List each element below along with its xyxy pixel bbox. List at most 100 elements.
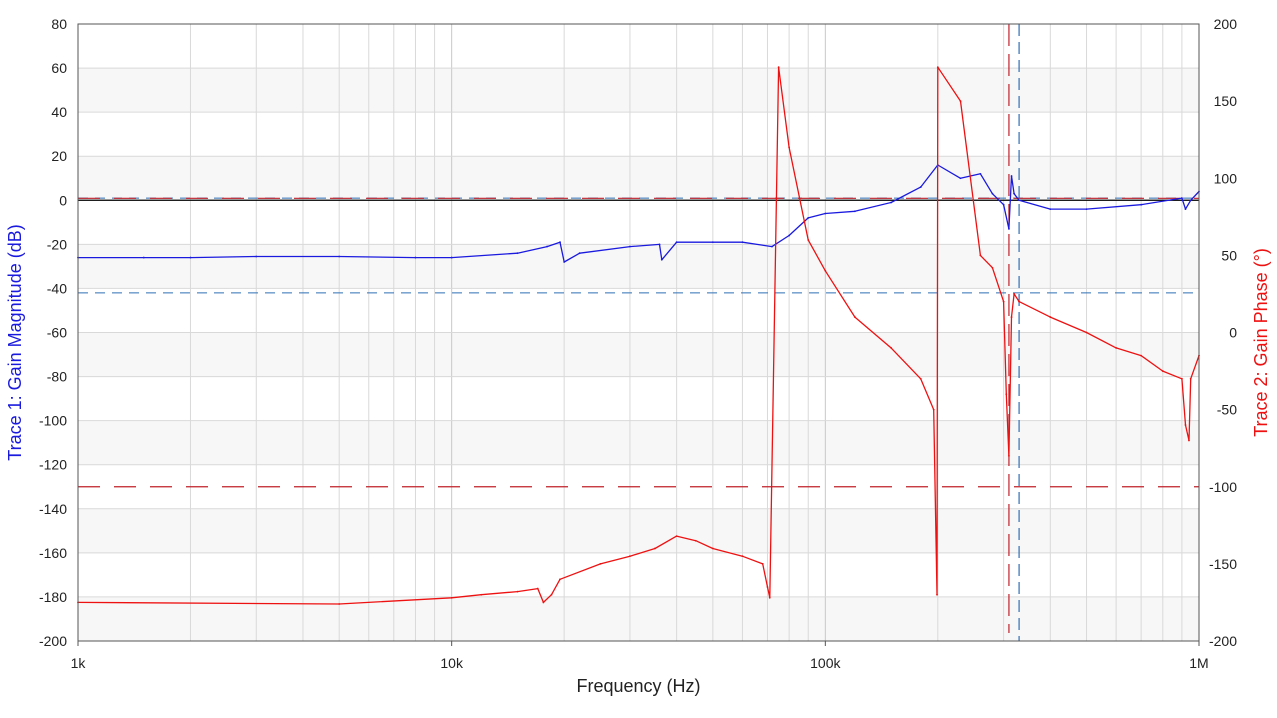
background-band (78, 596, 1199, 641)
x-tick-label: 1M (1189, 655, 1208, 671)
magnitude-point (890, 201, 893, 204)
plot-frame (77, 23, 1200, 642)
magnitude-point (788, 234, 791, 237)
magnitude-point (1002, 203, 1005, 206)
background-band (78, 332, 1199, 377)
phase-point (766, 586, 769, 588)
y-left-tick-label: -80 (47, 369, 67, 385)
phase-point (1013, 293, 1015, 295)
background-band (78, 68, 1199, 113)
magnitude-point (1018, 199, 1020, 202)
magnitude-point (1013, 192, 1015, 195)
magnitude-point (1140, 203, 1143, 206)
background-band (78, 156, 1199, 201)
background-band (78, 420, 1199, 465)
phase-point (1181, 377, 1183, 380)
magnitude-point (741, 241, 744, 244)
phase-point (536, 587, 539, 590)
phase-point (1161, 370, 1164, 372)
y-left-axis-title: Trace 1: Gain Magnitude (dB) (5, 224, 25, 460)
reference-lines (78, 24, 1199, 641)
phase-point (741, 555, 744, 558)
phase-point (936, 593, 938, 596)
magnitude-point (991, 192, 994, 195)
magnitude-point (1189, 199, 1192, 202)
phase-point (761, 562, 764, 565)
magnitude-point (771, 245, 773, 248)
x-axis-title: Frequency (Hz) (576, 676, 700, 696)
y-right-tick-label: 50 (1221, 247, 1237, 263)
magnitude-point (563, 261, 566, 263)
magnitude-point (516, 252, 519, 255)
phase-point (338, 603, 341, 605)
y-left-tick-label: -40 (47, 280, 67, 296)
magnitude-point (807, 217, 810, 219)
phase-point (777, 66, 780, 69)
magnitude-point (919, 186, 922, 188)
y-left-tick-label: -160 (39, 545, 67, 561)
phase-point (480, 593, 483, 596)
x-tick-label: 10k (440, 655, 464, 671)
background-band (78, 508, 1199, 553)
y-left-tick-label: 80 (51, 16, 67, 32)
magnitude-point (660, 258, 663, 261)
phase-point (542, 601, 545, 604)
magnitude-point (1085, 208, 1088, 211)
phase-point (1085, 331, 1088, 334)
magnitude-point (450, 256, 453, 259)
y-left-tick-label: 0 (59, 192, 67, 208)
phase-point (1018, 300, 1020, 303)
magnitude-point (255, 255, 258, 258)
magnitude-point (711, 241, 714, 244)
y-left-tick-label: 20 (51, 148, 67, 164)
phase-point (629, 555, 631, 558)
phase-point (936, 66, 939, 69)
phase-point (1002, 300, 1005, 303)
magnitude-point (1008, 228, 1010, 230)
phase-point (1005, 393, 1008, 396)
phase-point (1188, 439, 1190, 442)
magnitude-point (658, 243, 661, 246)
magnitude-point (1181, 197, 1183, 199)
phase-point (991, 266, 994, 269)
x-tick-label: 1k (71, 655, 87, 671)
y-left-tick-label: -180 (39, 589, 67, 605)
magnitude-point (854, 210, 856, 213)
phase-point (890, 347, 893, 349)
y-right-tick-label: 0 (1229, 325, 1237, 341)
phase-point (1008, 455, 1010, 457)
magnitude-point (675, 241, 678, 244)
y-left-tick-labels: 80 60 40 20 0 -20 -40 -60 -80 -100 -120 -140 -160 -18… (39, 16, 67, 649)
grid-lines (78, 24, 1199, 641)
y-right-tick-labels: 200 150 100 50 0 -50 -100 -150 -200 (1209, 16, 1237, 649)
y-left-tick-label: -120 (39, 457, 67, 473)
y-right-tick-label: 150 (1214, 93, 1238, 109)
magnitude-point (578, 252, 581, 255)
magnitude-point (189, 256, 192, 259)
y-right-tick-label: 200 (1214, 16, 1238, 32)
x-tick-labels: 1k 10k 100k 1M (71, 641, 1209, 671)
phase-point (559, 578, 561, 581)
phase-point (824, 269, 827, 272)
y-right-axis-title: Trace 2: Gain Phase (°) (1251, 248, 1271, 437)
y-right-tick-label: -100 (1209, 479, 1237, 495)
magnitude-point (1184, 208, 1187, 211)
phase-point (1049, 316, 1052, 318)
phase-point (1010, 316, 1013, 318)
y-right-tick-label: -150 (1209, 556, 1237, 572)
phase-point (599, 562, 602, 565)
phase-point (450, 596, 453, 599)
y-left-tick-label: 40 (51, 104, 67, 120)
magnitude-point (338, 255, 341, 258)
phase-point (1189, 377, 1192, 380)
magnitude-point (979, 172, 982, 175)
magnitude-point (824, 212, 827, 215)
phase-point (854, 316, 856, 318)
background-band (78, 244, 1199, 289)
x-tick-label: 100k (810, 655, 841, 671)
magnitude-point (1049, 208, 1052, 211)
magnitude-point (559, 241, 561, 244)
phase-point (979, 254, 982, 257)
phase-point (654, 547, 656, 550)
